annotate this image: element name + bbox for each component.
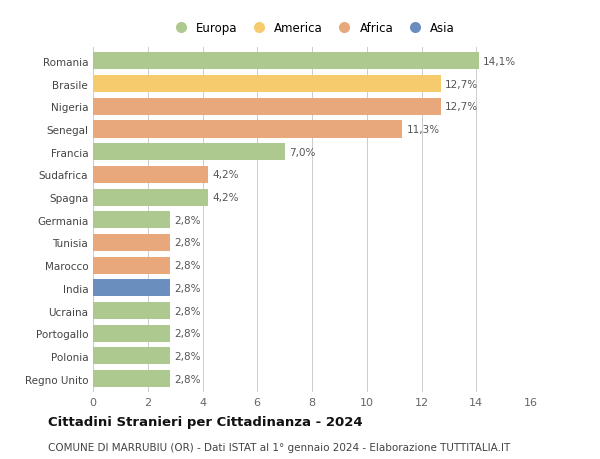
Bar	[93, 235, 170, 252]
Bar	[93, 280, 170, 297]
Bar	[93, 348, 170, 365]
Bar	[93, 167, 208, 184]
Text: Cittadini Stranieri per Cittadinanza - 2024: Cittadini Stranieri per Cittadinanza - 2…	[48, 415, 362, 428]
Bar	[93, 325, 170, 342]
Bar	[93, 144, 284, 161]
Text: 2,8%: 2,8%	[174, 283, 200, 293]
Bar	[93, 189, 208, 206]
Text: 2,8%: 2,8%	[174, 374, 200, 384]
Text: 12,7%: 12,7%	[445, 102, 478, 112]
Bar	[93, 53, 479, 70]
Text: 14,1%: 14,1%	[483, 57, 516, 67]
Text: 4,2%: 4,2%	[212, 170, 239, 180]
Bar	[93, 370, 170, 387]
Text: 2,8%: 2,8%	[174, 238, 200, 248]
Text: 2,8%: 2,8%	[174, 306, 200, 316]
Bar	[93, 121, 403, 138]
Text: 2,8%: 2,8%	[174, 215, 200, 225]
Bar	[93, 76, 440, 93]
Text: 2,8%: 2,8%	[174, 351, 200, 361]
Bar	[93, 257, 170, 274]
Text: 11,3%: 11,3%	[406, 125, 440, 135]
Text: 7,0%: 7,0%	[289, 147, 315, 157]
Text: 4,2%: 4,2%	[212, 193, 239, 203]
Text: COMUNE DI MARRUBIU (OR) - Dati ISTAT al 1° gennaio 2024 - Elaborazione TUTTITALI: COMUNE DI MARRUBIU (OR) - Dati ISTAT al …	[48, 442, 510, 452]
Text: 2,8%: 2,8%	[174, 261, 200, 271]
Bar	[93, 99, 440, 116]
Bar	[93, 302, 170, 319]
Bar	[93, 212, 170, 229]
Text: 2,8%: 2,8%	[174, 329, 200, 339]
Text: 12,7%: 12,7%	[445, 79, 478, 90]
Legend: Europa, America, Africa, Asia: Europa, America, Africa, Asia	[167, 20, 457, 37]
